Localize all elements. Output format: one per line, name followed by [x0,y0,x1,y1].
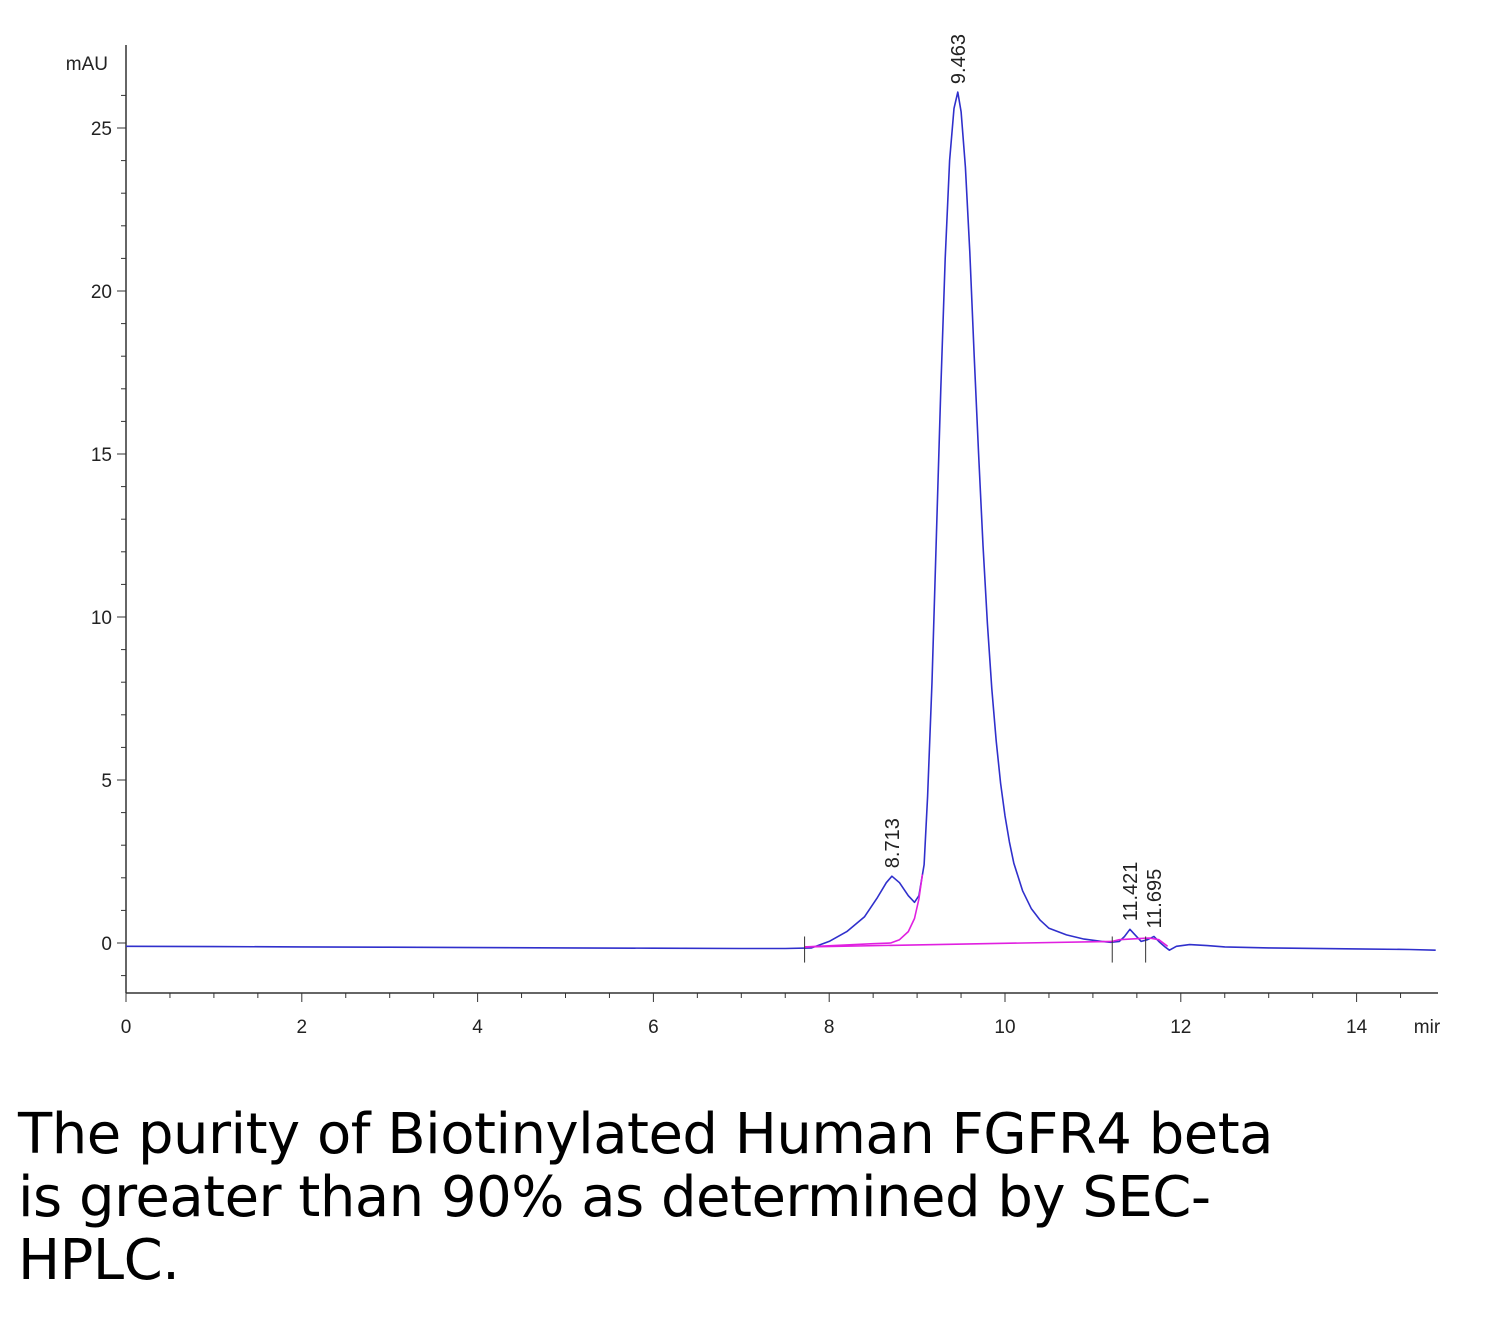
y-tick-label: 25 [91,119,112,140]
x-axis-label: mir [1414,1017,1441,1038]
x-tick-label: 6 [648,1017,659,1038]
peak-label: 11.421 [1120,862,1142,922]
y-tick-label: 0 [101,934,112,955]
peak-label: 9.463 [948,34,970,84]
peak-label: 8.713 [882,818,904,868]
y-tick-label: 15 [91,445,112,466]
series-line-1 [804,874,924,948]
caption: The purity of Biotinylated Human FGFR4 b… [18,1102,1273,1293]
y-axis-label: mAU [66,54,108,75]
x-tick-label: 4 [472,1017,483,1038]
x-tick-label: 0 [121,1017,132,1038]
series-line-2 [804,940,1113,948]
y-tick-label: 5 [101,771,112,792]
peak-labels: 8.713 9.463 11.421 11.695 [882,34,1166,928]
axes [125,45,1438,994]
x-tick-label: 14 [1346,1017,1368,1038]
x-tick-label: 2 [297,1017,308,1038]
series-line-3 [1112,937,1169,947]
y-tick-label: 20 [91,282,112,303]
tick-marks: 0 5 10 15 20 25 0 2 4 6 8 10 12 14 [91,94,1402,1038]
x-tick-label: 12 [1170,1017,1191,1038]
y-tick-label: 10 [91,608,112,629]
chromatogram-chart: mAU mir 0 5 10 15 20 25 0 2 4 6 8 10 12 14 8.713 9.463… [66,34,1441,1038]
series-line-0 [125,91,1436,952]
x-tick-label: 10 [994,1017,1015,1038]
series-layer [125,91,1436,963]
x-tick-label: 8 [824,1017,835,1038]
peak-label: 11.695 [1144,869,1166,929]
